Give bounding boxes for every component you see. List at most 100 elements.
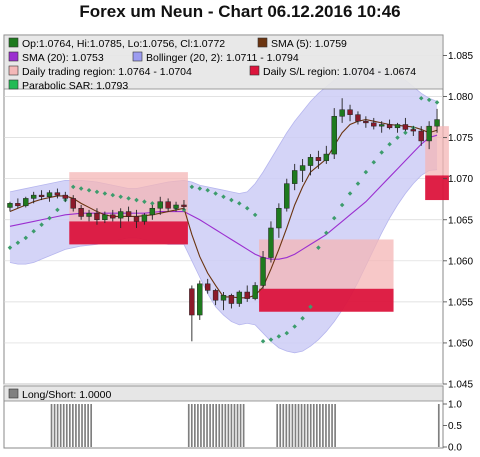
long-short-bar bbox=[212, 404, 214, 447]
parabolic-sar-dots bbox=[7, 95, 440, 344]
long-short-bar bbox=[233, 404, 236, 447]
long-short-bar bbox=[322, 404, 324, 447]
daily-trading-region bbox=[259, 239, 394, 289]
candle-body bbox=[141, 214, 148, 222]
long-short-bar bbox=[194, 404, 196, 447]
long-short-bar bbox=[239, 404, 242, 447]
candlesticks bbox=[7, 98, 440, 342]
long-short-bar bbox=[206, 404, 208, 447]
candle-body bbox=[260, 257, 266, 286]
sar-dot bbox=[15, 240, 21, 246]
sar-dot bbox=[260, 339, 266, 344]
candle-body bbox=[220, 295, 227, 301]
long-short-bar bbox=[65, 404, 68, 447]
long-short-bar bbox=[59, 404, 62, 447]
long-short-bar bbox=[56, 404, 59, 447]
long-short-bar bbox=[81, 404, 83, 447]
sar-dot bbox=[110, 192, 116, 198]
candle-body bbox=[268, 227, 274, 258]
candle-body bbox=[363, 120, 369, 124]
candle-body bbox=[23, 198, 29, 207]
y-tick-label: 1.080 bbox=[448, 92, 473, 103]
sar-dot bbox=[339, 202, 345, 208]
long-short-bar bbox=[288, 404, 291, 447]
long-short-label: Long/Short: 1.0000 bbox=[22, 389, 111, 401]
y-axis: 1.045 1.050 1.055 1.060 1.065 1.070 1.075 1.080… bbox=[443, 51, 473, 391]
candle-body bbox=[252, 285, 258, 299]
daily-sl-region bbox=[425, 175, 449, 201]
candle-body bbox=[197, 283, 203, 316]
candle-body bbox=[70, 198, 76, 209]
long-short-bar bbox=[68, 404, 71, 447]
candle-body bbox=[228, 295, 235, 304]
legend-swatch bbox=[132, 51, 143, 62]
sar-dot bbox=[284, 330, 290, 336]
sar-dot bbox=[86, 187, 92, 193]
candle-body bbox=[212, 290, 219, 301]
long-short-bar bbox=[218, 404, 221, 447]
long-short-bar bbox=[209, 404, 211, 447]
long-short-bar bbox=[276, 404, 279, 447]
ls-tick-label: 1.0 bbox=[448, 400, 462, 411]
sar-dot bbox=[308, 304, 313, 310]
candle-body bbox=[181, 204, 187, 207]
candle-body bbox=[117, 211, 124, 219]
long-short-bar bbox=[78, 404, 80, 447]
legend-label: Daily trading region: 1.0764 - 1.0704 bbox=[22, 66, 192, 78]
sar-dot bbox=[78, 186, 84, 191]
long-short-bar bbox=[315, 404, 318, 447]
candle-body bbox=[284, 183, 290, 209]
legend-label: Bollinger (20, 2): 1.0711 - 1.0794 bbox=[146, 52, 299, 64]
candle-body bbox=[347, 109, 353, 115]
candle-body bbox=[110, 214, 116, 219]
long-short-bar bbox=[87, 404, 89, 447]
long-short-axis: 1.0 0.5 0.0 bbox=[443, 400, 462, 454]
long-short-bar bbox=[294, 404, 297, 447]
long-short-bar bbox=[328, 404, 330, 447]
long-short-bar bbox=[312, 404, 315, 447]
long-short-bar bbox=[84, 404, 86, 447]
sar-dot bbox=[300, 316, 305, 321]
candle-body bbox=[189, 288, 195, 316]
sar-dot bbox=[31, 228, 36, 234]
legend-swatch bbox=[8, 65, 19, 76]
sar-dot bbox=[55, 207, 60, 213]
candle-body bbox=[7, 203, 13, 208]
candle-body bbox=[204, 283, 211, 291]
candle-body bbox=[54, 192, 61, 196]
long-short-bar bbox=[325, 404, 327, 447]
long-short-bar bbox=[303, 404, 306, 447]
legend-swatch bbox=[8, 37, 19, 48]
legend-label: Parabolic SAR: 1.0793 bbox=[22, 80, 128, 92]
long-short-bar bbox=[282, 404, 285, 447]
long-short-bar bbox=[53, 404, 56, 447]
legend-box bbox=[3, 34, 444, 90]
sar-dot bbox=[102, 191, 108, 196]
long-short-bars bbox=[50, 404, 440, 447]
sar-dot bbox=[426, 97, 432, 103]
long-short-bar bbox=[306, 404, 309, 447]
ls-tick-label: 0.5 bbox=[448, 421, 462, 432]
y-tick-label: 1.075 bbox=[448, 133, 473, 144]
chart-title: Forex um Neun - Chart 06.12.2016 10:46 bbox=[79, 2, 401, 21]
legend-label: SMA (20): 1.0753 bbox=[22, 52, 104, 64]
legend-swatch bbox=[257, 37, 268, 48]
y-tick-label: 1.060 bbox=[448, 256, 473, 267]
candle-body bbox=[86, 212, 92, 217]
y-tick-label: 1.050 bbox=[448, 338, 473, 349]
candle-body bbox=[276, 208, 282, 229]
long-short-bar bbox=[285, 404, 288, 447]
long-short-bar bbox=[221, 404, 224, 447]
daily-regions bbox=[69, 126, 449, 312]
long-short-bar bbox=[224, 404, 227, 447]
long-short-bar bbox=[309, 404, 312, 447]
legend: Op:1.0764, Hi:1.0785, Lo:1.0756, Cl:1.07… bbox=[8, 37, 416, 92]
candle-body bbox=[173, 204, 179, 209]
candle-body bbox=[94, 212, 100, 221]
long-short-bar bbox=[300, 404, 303, 447]
sar-dot bbox=[355, 181, 361, 186]
candle-body bbox=[386, 124, 393, 129]
candle-body bbox=[78, 208, 84, 217]
long-short-bar bbox=[75, 404, 77, 447]
